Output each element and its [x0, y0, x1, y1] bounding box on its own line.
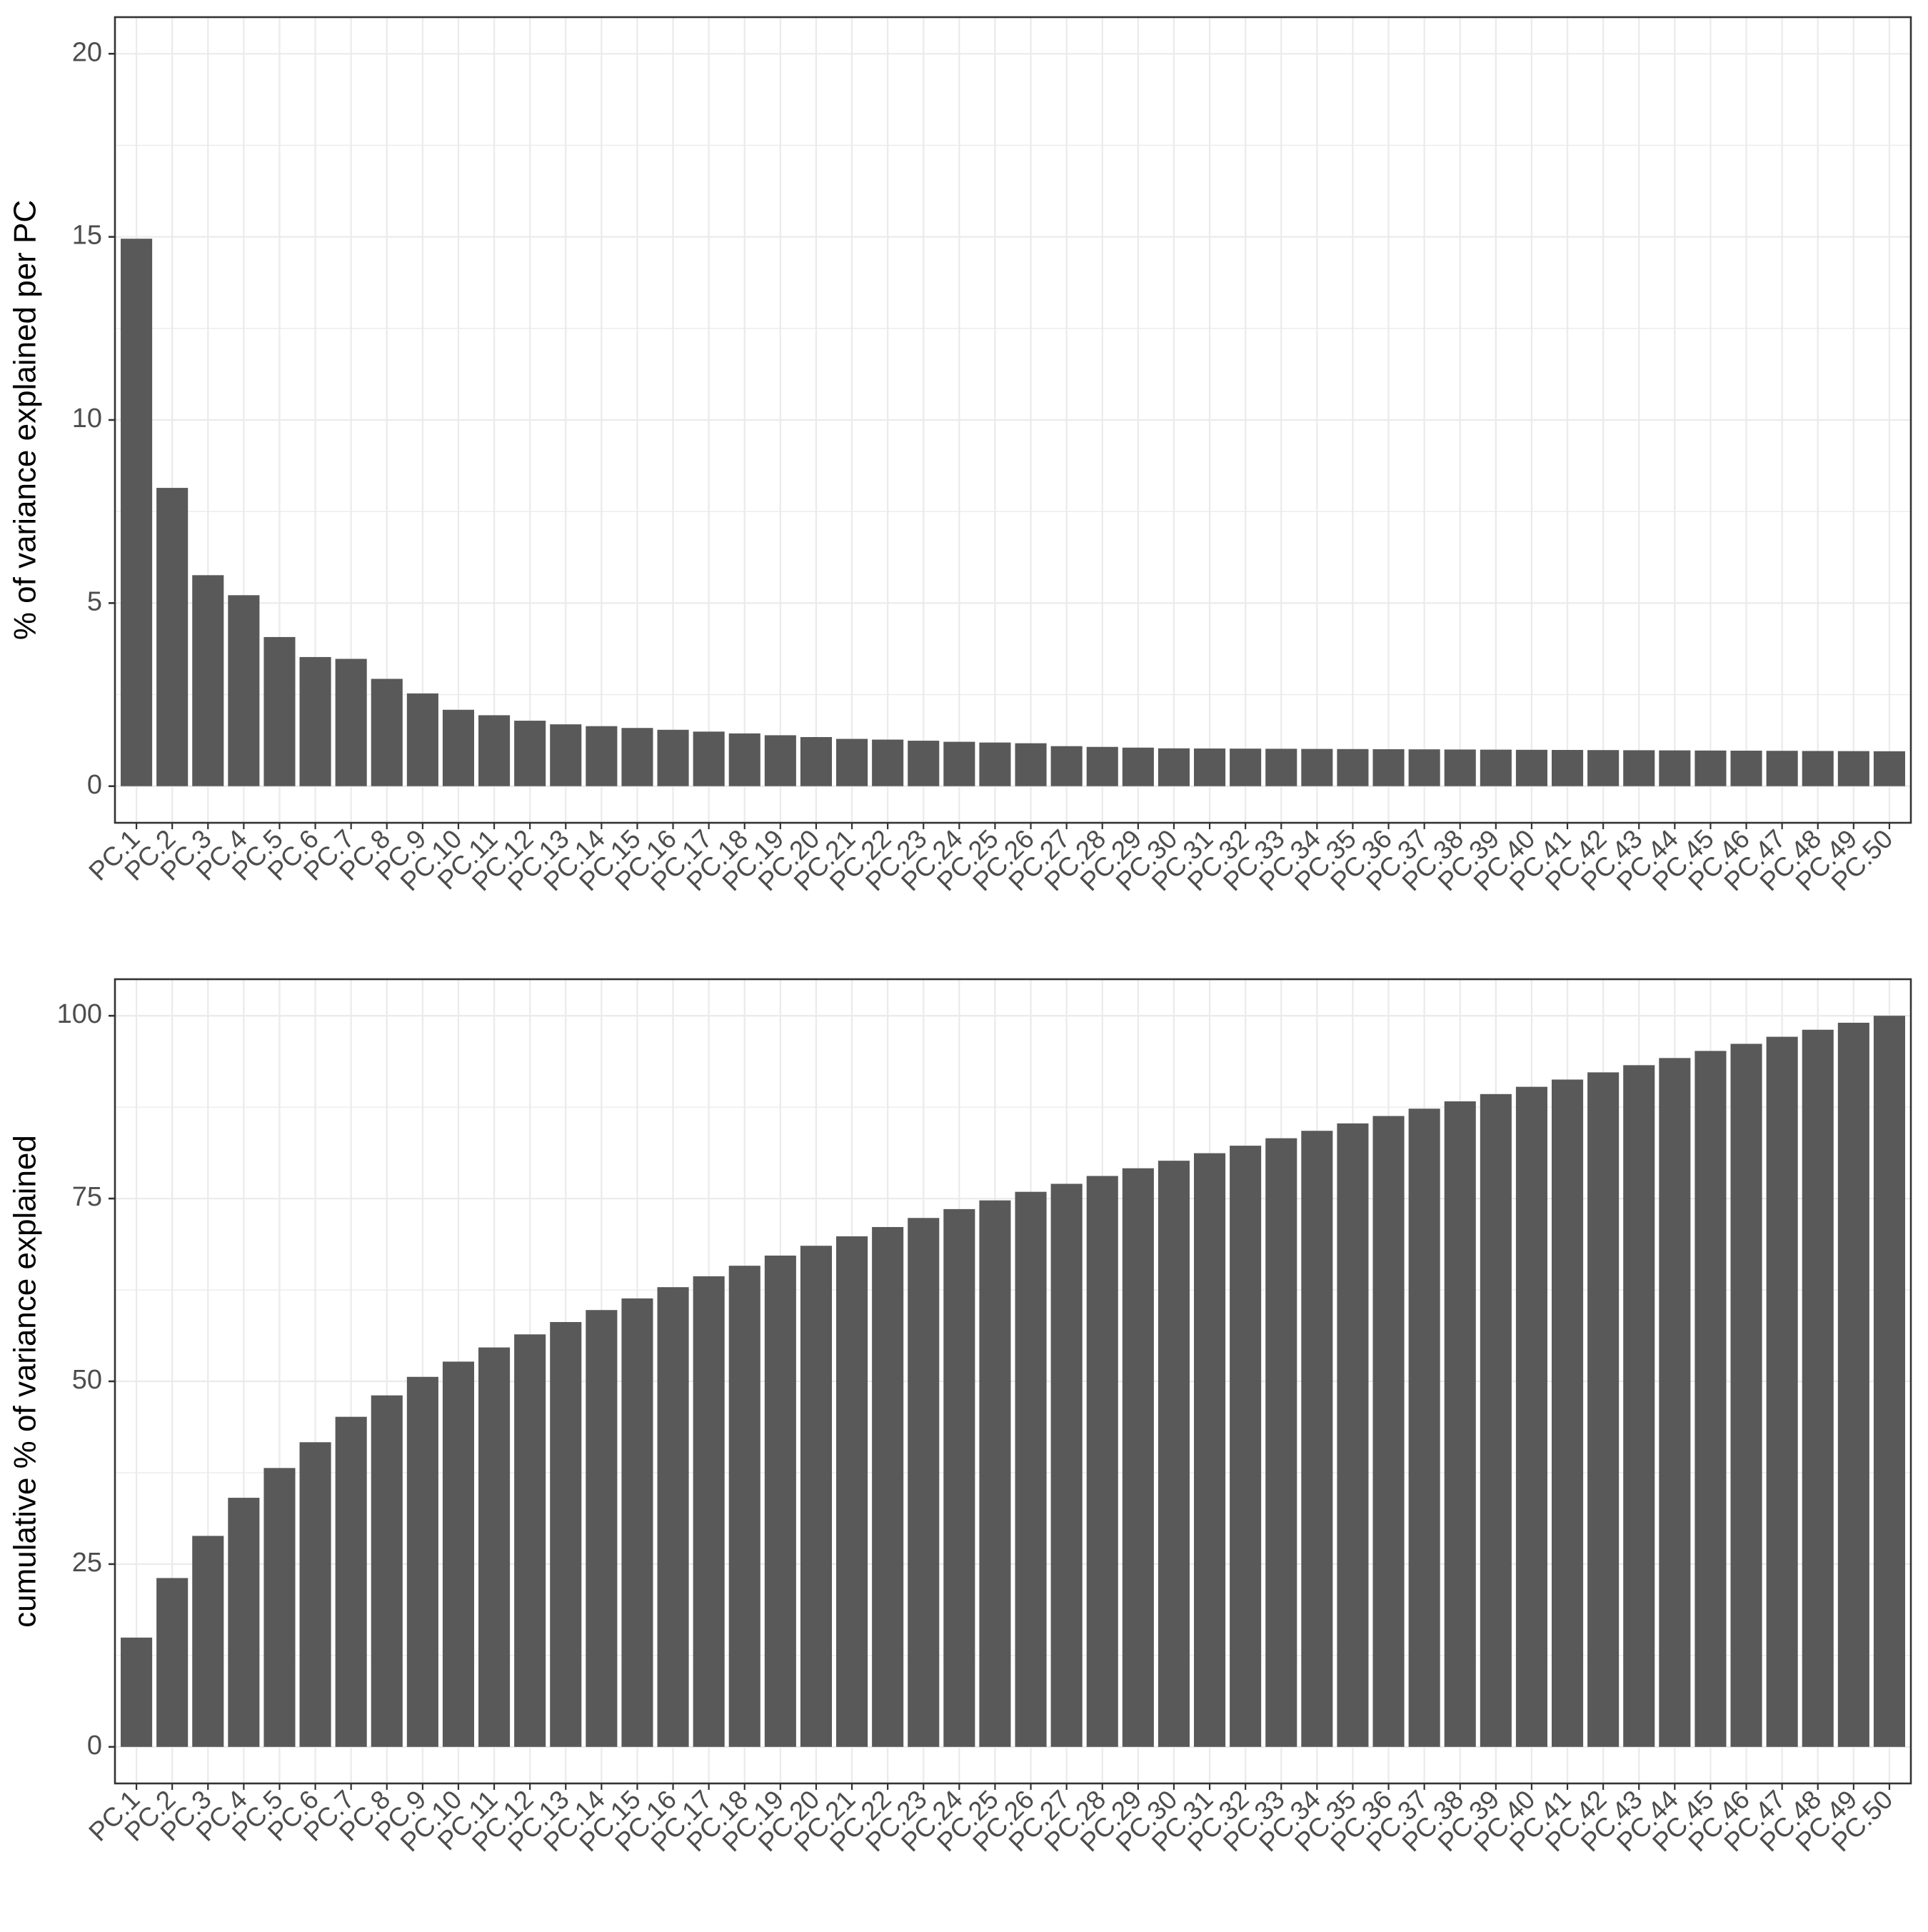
- svg-text:% of variance explained per PC: % of variance explained per PC: [8, 200, 43, 640]
- svg-text:75: 75: [72, 1182, 102, 1212]
- svg-text:20: 20: [72, 37, 102, 67]
- svg-text:25: 25: [72, 1548, 102, 1578]
- svg-text:15: 15: [72, 221, 102, 251]
- svg-text:10: 10: [72, 404, 102, 434]
- svg-text:0: 0: [87, 1731, 102, 1761]
- svg-text:0: 0: [87, 770, 102, 800]
- svg-text:100: 100: [57, 999, 102, 1029]
- svg-text:cumulative % of variance expla: cumulative % of variance explained: [8, 1135, 43, 1628]
- svg-text:5: 5: [87, 586, 102, 616]
- svg-text:50: 50: [72, 1365, 102, 1395]
